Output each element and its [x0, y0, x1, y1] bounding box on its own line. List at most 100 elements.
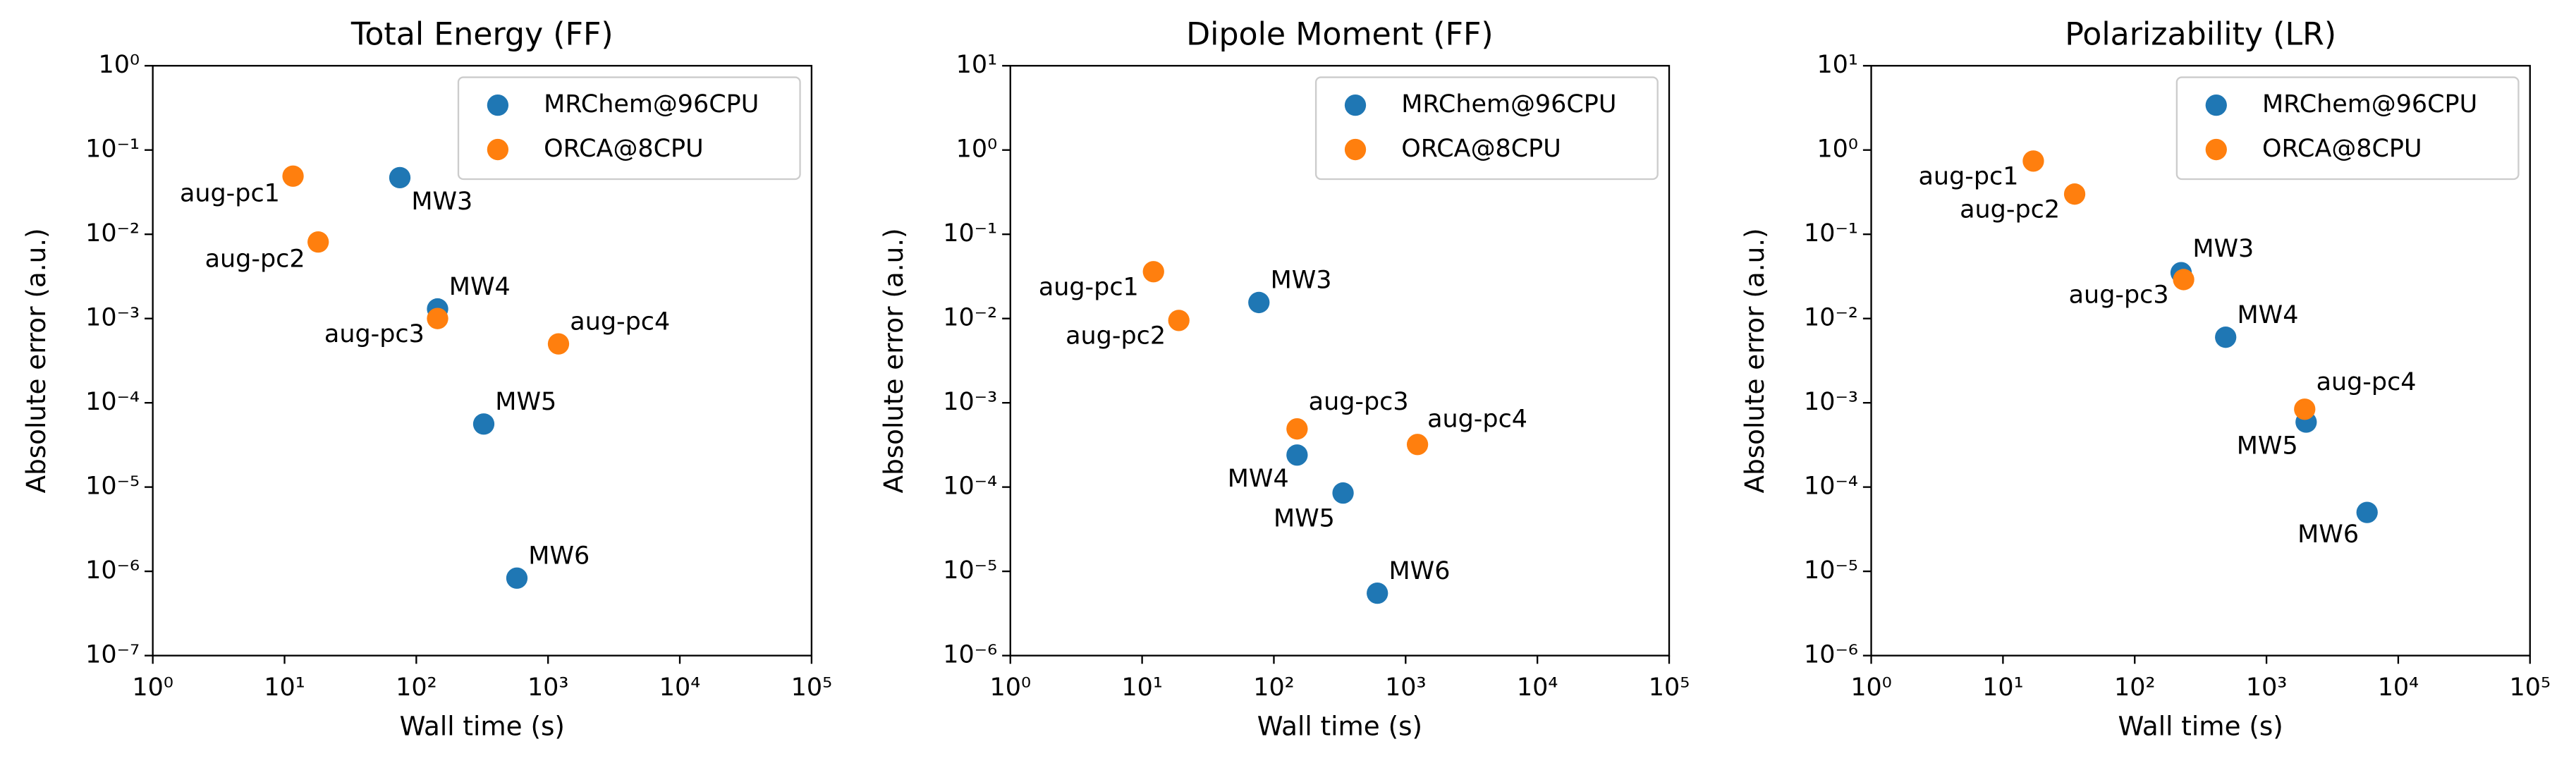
point-label: aug-pc1: [1039, 274, 1139, 302]
point-label: aug-pc1: [1919, 163, 2019, 191]
y-axis-label: Absolute error (a.u.): [1739, 228, 1770, 493]
point-label: aug-pc4: [570, 307, 670, 336]
y-tick-label: 10⁻³: [85, 304, 140, 332]
y-tick-label: 10⁻²: [1804, 304, 1858, 332]
y-tick-label: 10⁻⁵: [1804, 556, 1858, 585]
x-tick-label: 10¹: [264, 673, 305, 702]
point-label: aug-pc3: [324, 320, 425, 348]
point: [472, 413, 495, 435]
point-label: MW5: [1274, 504, 1335, 532]
x-tick-label: 10⁴: [2378, 673, 2419, 702]
point: [2294, 398, 2316, 420]
chart-title: Polarizability (LR): [2065, 16, 2336, 52]
point-label: MW4: [2238, 301, 2299, 329]
legend-label: ORCA@8CPU: [1401, 135, 1561, 163]
point-label: MW4: [449, 273, 511, 301]
x-tick-label: 10³: [1385, 673, 1426, 702]
legend-label: ORCA@8CPU: [544, 135, 704, 163]
y-axis-label: Absolute error (a.u.): [20, 228, 51, 493]
legend-marker: [1344, 95, 1367, 116]
x-tick-label: 10¹: [1121, 673, 1162, 702]
legend-label: MRChem@96CPU: [2262, 90, 2477, 118]
x-tick-label: 10³: [527, 673, 568, 702]
point: [2173, 269, 2195, 291]
panel: Total Energy (FF) Wall time (s) Absolute e…: [20, 16, 832, 741]
point: [1168, 310, 1190, 331]
y-tick-label: 10¹: [1817, 51, 1857, 79]
point-label: MW6: [2297, 520, 2359, 549]
point: [1406, 434, 1429, 456]
x-tick-label: 10⁴: [659, 673, 700, 702]
chart-title: Dipole Moment (FF): [1186, 16, 1494, 52]
y-tick-label: 10⁰: [99, 51, 140, 79]
y-tick-label: 10⁻¹: [943, 219, 997, 248]
point: [2356, 501, 2378, 523]
x-tick-label: 10⁴: [1517, 673, 1558, 702]
point: [1248, 291, 1270, 314]
point: [2022, 150, 2044, 172]
point-label: MW3: [1271, 267, 1332, 295]
point-label: aug-pc3: [2069, 281, 2169, 310]
legend: [1314, 76, 1659, 181]
y-tick-label: 10⁻⁶: [1804, 641, 1858, 669]
x-tick-label: 10⁵: [1649, 673, 1690, 702]
legend: [2175, 76, 2520, 181]
point-label: aug-pc2: [1960, 195, 2060, 224]
legend: [457, 76, 801, 181]
legend-marker: [2205, 95, 2227, 116]
y-tick-label: 10⁻⁴: [943, 473, 997, 501]
y-tick-label: 10⁻²: [85, 219, 140, 248]
point-label: aug-pc4: [2316, 368, 2417, 396]
legend-marker: [1344, 138, 1367, 161]
chart-title: Total Energy (FF): [350, 16, 614, 52]
y-tick-label: 10⁰: [1817, 135, 1857, 164]
point-label: MW6: [1389, 557, 1451, 585]
axes-frame: [1870, 65, 2531, 657]
x-tick-label: 10⁰: [132, 673, 173, 702]
legend-label: MRChem@96CPU: [1401, 90, 1616, 118]
axes-frame: [152, 65, 813, 657]
legend-marker: [487, 95, 509, 116]
point-label: aug-pc4: [1427, 405, 1527, 433]
point-label: MW3: [2192, 235, 2254, 263]
point: [1142, 261, 1164, 283]
axes-frame: [1009, 65, 1671, 657]
point-label: aug-pc1: [180, 179, 280, 207]
point: [547, 333, 570, 355]
point-label: MW5: [495, 388, 556, 416]
x-tick-label: 10⁵: [2510, 673, 2551, 702]
x-tick-label: 10²: [1253, 673, 1294, 702]
y-tick-label: 10⁻³: [943, 388, 997, 416]
point: [1286, 418, 1308, 440]
point: [2063, 183, 2086, 205]
x-tick-label: 10²: [2114, 673, 2155, 702]
y-tick-label: 10⁰: [956, 135, 997, 164]
point: [1332, 482, 1354, 504]
point: [1367, 582, 1388, 604]
x-tick-label: 10¹: [1982, 673, 2023, 702]
point-label: aug-pc2: [1066, 322, 1166, 351]
point: [506, 567, 528, 589]
point-label: MW5: [2237, 432, 2298, 460]
x-axis-label: Wall time (s): [1257, 711, 1422, 742]
y-tick-label: 10⁻⁵: [85, 473, 140, 501]
point-label: MW3: [411, 188, 472, 216]
legend-label: MRChem@96CPU: [544, 90, 759, 118]
x-tick-label: 10⁰: [1850, 673, 1891, 702]
x-axis-label: Wall time (s): [2118, 711, 2283, 742]
point: [1286, 444, 1308, 466]
y-tick-label: 10¹: [956, 51, 997, 79]
legend-marker: [2205, 138, 2227, 161]
y-tick-label: 10⁻⁶: [85, 556, 140, 585]
point: [282, 165, 304, 187]
panel: Dipole Moment (FF) Wall time (s) Absolute …: [878, 16, 1690, 741]
y-tick-label: 10⁻⁶: [943, 641, 997, 669]
point-label: aug-pc3: [1309, 388, 1409, 416]
point-label: MW6: [528, 542, 590, 571]
point: [2215, 327, 2237, 348]
y-tick-label: 10⁻⁴: [1804, 473, 1858, 501]
x-tick-label: 10⁵: [791, 673, 832, 702]
y-tick-label: 10⁻³: [1804, 388, 1858, 416]
panel: Polarizability (LR) Wall time (s) Absolute…: [1739, 16, 2551, 741]
